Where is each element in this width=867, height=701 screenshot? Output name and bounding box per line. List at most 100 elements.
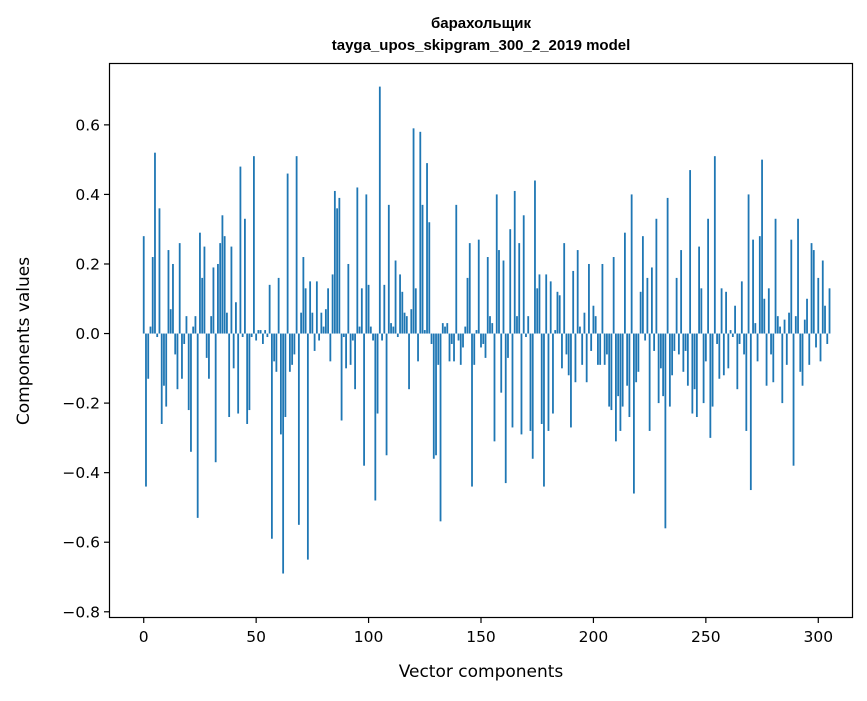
bar — [275, 333, 278, 372]
y-tick-label: 0.6 — [75, 116, 100, 134]
bar — [322, 326, 325, 334]
bar — [808, 333, 811, 365]
bar — [617, 333, 620, 397]
bar — [270, 333, 273, 539]
bar — [570, 333, 572, 428]
bar — [709, 333, 712, 438]
bar — [320, 312, 323, 334]
bar — [803, 319, 806, 334]
bar — [675, 277, 678, 334]
bar — [387, 204, 390, 334]
bar — [295, 156, 298, 334]
bar — [401, 291, 404, 334]
y-tick-label: −0.8 — [62, 603, 100, 621]
bar — [693, 333, 696, 390]
bar — [763, 298, 766, 334]
bar — [282, 333, 285, 574]
bar — [603, 333, 606, 365]
bar — [567, 333, 570, 376]
bar — [527, 316, 530, 334]
bar — [288, 333, 291, 372]
bar — [797, 218, 799, 334]
bar — [671, 333, 674, 376]
bar — [165, 333, 168, 407]
bar — [313, 333, 316, 351]
bar — [259, 330, 262, 334]
bar — [284, 333, 287, 418]
bar — [414, 288, 417, 334]
bar — [169, 309, 172, 334]
bar — [783, 319, 786, 334]
bar — [655, 218, 658, 334]
y-tick-label: −0.6 — [62, 534, 100, 552]
bar — [264, 330, 267, 334]
bar — [237, 333, 240, 414]
bar — [576, 250, 579, 334]
x-tick-label: 50 — [246, 628, 266, 646]
bar — [659, 333, 662, 369]
bar — [149, 326, 152, 334]
bar — [502, 260, 505, 334]
bar — [475, 330, 478, 334]
bar — [725, 291, 727, 334]
bar — [545, 274, 548, 334]
bar — [367, 284, 370, 334]
bar — [190, 333, 192, 452]
bar — [145, 333, 147, 487]
bar — [300, 312, 303, 334]
bar — [369, 326, 372, 334]
bar — [558, 295, 561, 334]
bar — [588, 263, 590, 334]
bar — [677, 333, 680, 355]
bar — [423, 330, 426, 334]
bar — [635, 333, 638, 383]
bar — [491, 323, 494, 334]
bar — [257, 330, 260, 334]
bar — [722, 333, 725, 376]
bar — [680, 250, 683, 334]
bar — [554, 330, 557, 334]
bar — [268, 284, 271, 334]
bar — [752, 239, 754, 334]
bar — [549, 281, 552, 334]
bar — [250, 333, 253, 338]
bar — [597, 333, 599, 365]
bar — [304, 288, 307, 334]
bar — [736, 333, 739, 390]
bar — [794, 316, 797, 334]
bar — [208, 333, 210, 379]
bar — [529, 333, 532, 431]
bar — [648, 333, 651, 431]
bar — [583, 312, 586, 334]
bar — [495, 194, 498, 334]
bar — [396, 333, 399, 338]
bar — [785, 333, 788, 365]
bar — [428, 222, 431, 334]
bar — [720, 288, 723, 334]
bar — [345, 333, 347, 369]
bar — [342, 333, 345, 338]
bar — [333, 190, 336, 334]
bar — [731, 333, 734, 338]
bar — [668, 333, 671, 407]
bar — [747, 194, 750, 334]
bar — [228, 333, 231, 418]
bar — [174, 333, 177, 355]
bar — [630, 194, 633, 334]
bar — [650, 267, 653, 334]
bar — [743, 333, 745, 355]
bar — [579, 326, 581, 334]
bar — [689, 170, 692, 334]
bar — [156, 333, 159, 338]
chart-title: барахольщик — [431, 15, 531, 32]
bar — [543, 333, 545, 487]
bar — [183, 333, 186, 344]
bar — [392, 326, 395, 334]
bar — [540, 333, 543, 424]
bar — [230, 246, 233, 334]
bar — [594, 316, 597, 334]
bar — [297, 333, 300, 525]
bar — [799, 333, 802, 372]
bar — [239, 166, 242, 334]
bar — [181, 333, 183, 379]
